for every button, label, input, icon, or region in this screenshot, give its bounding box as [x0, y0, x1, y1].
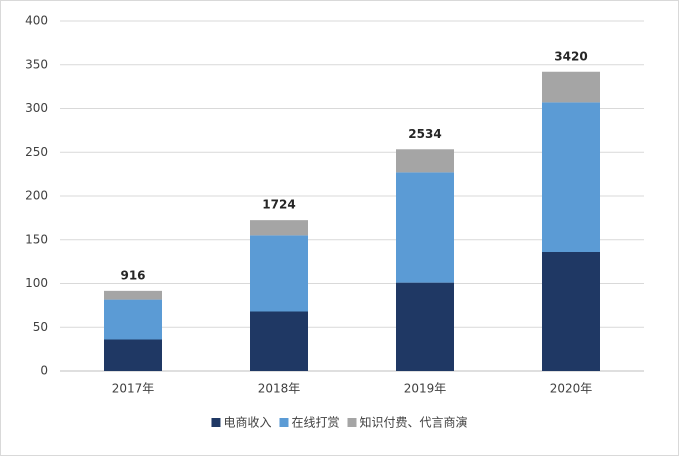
bar-segment — [104, 290, 162, 300]
legend-label: 知识付费、代言商演 — [360, 415, 468, 430]
y-tick-label: 400 — [25, 14, 48, 28]
bar-segment — [250, 311, 308, 371]
y-tick-label: 50 — [33, 320, 48, 334]
bar-segment — [542, 102, 600, 252]
bar-segment — [250, 220, 308, 236]
legend-label: 在线打赏 — [291, 416, 339, 430]
legend-swatch — [279, 418, 289, 427]
bar-segment — [396, 282, 454, 371]
y-tick-label: 250 — [25, 145, 48, 159]
y-tick-label: 300 — [25, 101, 48, 115]
total-label: 3420 — [554, 49, 587, 63]
total-label: 2534 — [408, 127, 441, 141]
bar-segment — [542, 252, 600, 371]
bar-segment — [104, 339, 162, 371]
x-tick-label: 2020年 — [550, 382, 593, 396]
x-tick-label: 2017年 — [112, 382, 155, 396]
y-tick-label: 350 — [25, 57, 48, 71]
legend-swatch — [347, 418, 357, 427]
x-tick-label: 2019年 — [404, 382, 447, 396]
bar-segment — [542, 71, 600, 103]
y-tick-label: 200 — [25, 189, 48, 203]
total-label: 1724 — [262, 198, 295, 212]
bar-segment — [104, 299, 162, 340]
y-tick-label: 150 — [25, 232, 48, 246]
y-tick-label: 100 — [25, 276, 48, 290]
bar-segment — [396, 172, 454, 283]
total-label: 916 — [120, 268, 145, 282]
legend-label: 电商收入 — [223, 415, 271, 430]
bar-segment — [396, 149, 454, 173]
x-tick-label: 2018年 — [258, 382, 301, 396]
legend-swatch — [211, 418, 221, 427]
y-tick-label: 0 — [40, 364, 48, 378]
bar-segment — [250, 235, 308, 312]
